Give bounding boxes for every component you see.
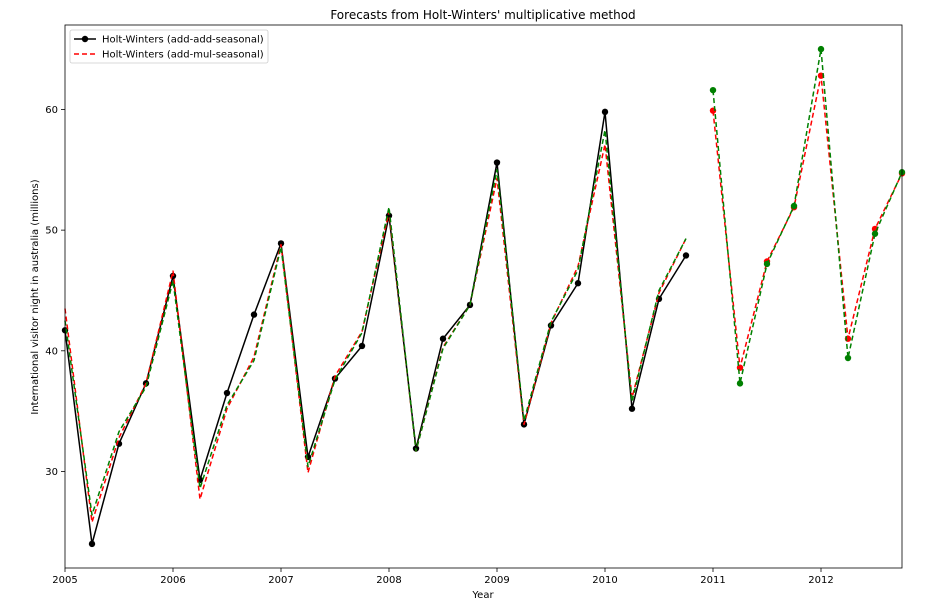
data-point-observed <box>358 342 366 350</box>
data-point-forecast-add <box>790 202 798 210</box>
x-tick-label: 2006 <box>160 575 185 586</box>
x-tick-label: 2012 <box>808 575 833 586</box>
x-tick-label: 2010 <box>592 575 617 586</box>
series-line-fitted-mul <box>64 143 687 523</box>
data-point-observed <box>250 311 258 318</box>
data-point-forecast-add <box>763 260 771 268</box>
data-point-observed <box>574 280 582 287</box>
y-axis-label: International visitor night in australia… <box>30 179 41 414</box>
data-point-observed <box>628 405 636 412</box>
legend: Holt-Winters (add-add-seasonal) Holt-Win… <box>69 29 269 64</box>
series-layer <box>61 45 906 548</box>
series-line-fitted-add <box>64 129 687 516</box>
data-point-observed <box>223 389 231 397</box>
x-axis-label: Year <box>471 590 494 601</box>
legend-marker-add-add <box>81 35 89 43</box>
data-point-forecast-add <box>817 45 825 53</box>
data-point-forecast-add <box>709 86 717 94</box>
data-point-observed <box>439 335 447 342</box>
legend-box <box>69 29 269 64</box>
y-tick-label: 30 <box>45 467 58 478</box>
series-line-forecast-mul <box>712 74 903 369</box>
legend-label-add-mul: Holt-Winters (add-mul-seasonal) <box>102 50 264 61</box>
x-tick-label: 2007 <box>268 575 293 586</box>
data-point-forecast-add <box>844 354 852 362</box>
data-point-observed <box>88 540 96 548</box>
x-tick-label: 2011 <box>700 575 725 586</box>
chart-title: Forecasts from Holt-Winters' multiplicat… <box>330 8 635 22</box>
series-line-forecast-add <box>712 48 903 385</box>
data-point-observed <box>601 108 609 116</box>
data-point-observed <box>682 252 690 259</box>
x-axis: 2005 2006 2007 2008 2009 2010 2011 2012 <box>52 568 834 586</box>
plot-background <box>65 25 902 568</box>
x-tick-label: 2008 <box>376 575 401 586</box>
y-tick-label: 50 <box>45 226 58 237</box>
data-point-forecast-add <box>871 230 879 237</box>
data-point-forecast-add <box>736 380 744 387</box>
x-tick-label: 2009 <box>484 575 509 586</box>
y-tick-label: 40 <box>45 346 58 357</box>
legend-label-add-add: Holt-Winters (add-add-seasonal) <box>102 35 264 46</box>
y-tick-label: 60 <box>45 105 58 116</box>
data-point-observed <box>493 159 501 166</box>
x-tick-label: 2005 <box>52 575 77 586</box>
data-point-observed <box>277 240 285 247</box>
plot-area <box>61 24 906 569</box>
y-axis: 30 40 50 60 <box>45 105 65 478</box>
plot-frame <box>64 24 903 569</box>
series-line-observed <box>64 111 687 545</box>
